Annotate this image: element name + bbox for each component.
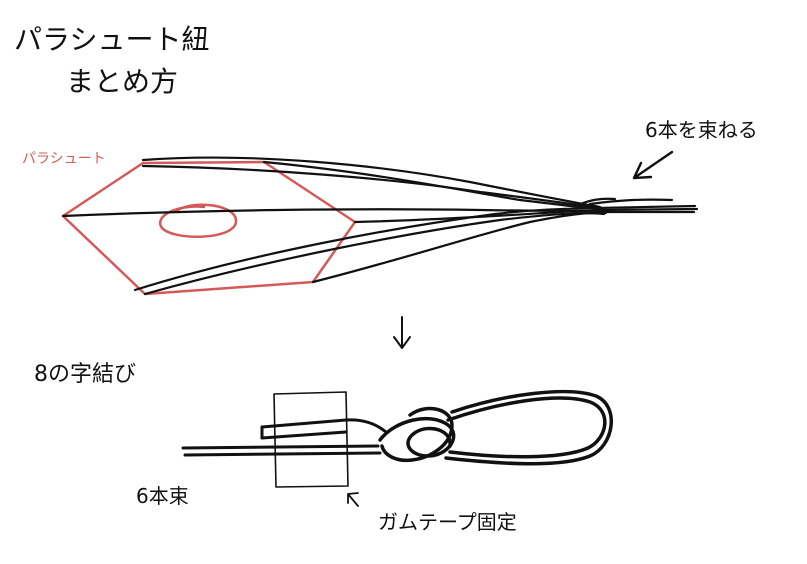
title-line-2: まとめ方 bbox=[66, 65, 179, 98]
suspension-lines bbox=[61, 156, 699, 296]
knot-coil bbox=[378, 416, 456, 458]
parachute-spiral bbox=[158, 203, 238, 238]
parachute-label: パラシュート bbox=[22, 151, 106, 167]
suspension-line bbox=[311, 211, 608, 284]
cord-strand bbox=[181, 444, 380, 450]
suspension-line bbox=[143, 212, 606, 296]
suspension-line bbox=[262, 160, 606, 212]
title-line-1: パラシュート紐 bbox=[14, 23, 210, 56]
bundle-tail bbox=[594, 204, 697, 210]
six-bundle-label: 6本束 bbox=[136, 484, 189, 508]
tape-arrow-icon bbox=[347, 492, 359, 507]
cord-tail bbox=[260, 430, 348, 440]
figure-eight-knot-drawing bbox=[181, 389, 613, 488]
figure-eight-knot-label: 8の字結び bbox=[34, 362, 136, 387]
cord-strand bbox=[183, 451, 382, 457]
parachute-drawing bbox=[61, 160, 357, 296]
knot-loop bbox=[446, 396, 607, 459]
bundle-tail bbox=[576, 197, 617, 207]
bundle-note: 6本を束ねる bbox=[645, 118, 758, 142]
cord-tail bbox=[260, 418, 388, 434]
bundle-arrow-icon bbox=[632, 150, 674, 180]
parachute-outline bbox=[61, 160, 357, 296]
knot-coil bbox=[380, 406, 454, 463]
suspension-line bbox=[353, 210, 609, 224]
tape-label: ガムテープ固定 bbox=[378, 510, 517, 534]
down-arrow-icon bbox=[393, 316, 411, 349]
bundle-tail bbox=[588, 198, 674, 206]
tape-rectangle bbox=[273, 391, 349, 488]
bundle-tail bbox=[596, 207, 699, 212]
knot-loop bbox=[444, 389, 613, 466]
suspension-line bbox=[133, 207, 607, 292]
suspension-line bbox=[141, 156, 602, 209]
